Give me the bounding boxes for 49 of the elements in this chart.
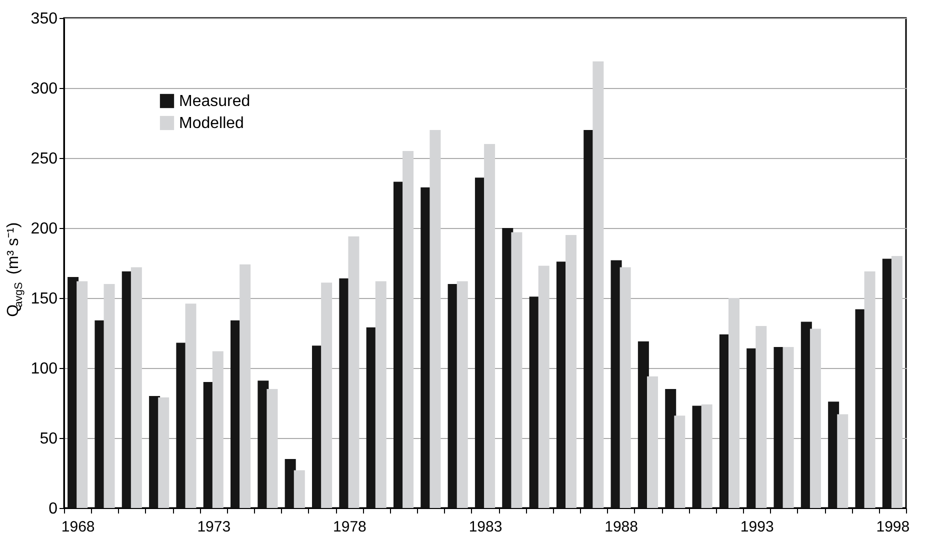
bar — [212, 351, 224, 508]
bar — [76, 281, 88, 508]
bar — [430, 130, 441, 508]
bar — [864, 271, 876, 508]
x-tick-label: 1973 — [197, 518, 231, 536]
legend-label: Modelled — [179, 115, 244, 132]
bar — [456, 281, 468, 508]
y-tick-label: 100 — [30, 360, 58, 378]
bar — [240, 264, 251, 508]
bar — [294, 470, 305, 508]
y-tick-label: 300 — [30, 80, 58, 98]
bar — [674, 416, 686, 508]
bar — [375, 281, 386, 508]
bar — [266, 389, 278, 508]
bar — [566, 235, 577, 508]
x-tick-label: 1978 — [333, 518, 366, 536]
bar — [891, 256, 902, 508]
x-tick-label: 1998 — [876, 518, 910, 536]
bar — [728, 298, 740, 508]
x-tick-label: 1968 — [61, 518, 95, 536]
y-tick-label: 350 — [30, 10, 58, 28]
x-tick-label: 1988 — [604, 518, 638, 536]
bar — [782, 347, 794, 508]
bar — [511, 232, 522, 508]
bar — [837, 414, 848, 508]
x-tick-label: 1993 — [740, 518, 774, 536]
bar — [402, 151, 414, 508]
y-tick-label: 250 — [30, 150, 58, 168]
bar — [592, 61, 604, 508]
x-tick-label: 1983 — [468, 518, 502, 536]
bar — [185, 304, 196, 508]
bar — [348, 236, 360, 508]
bar — [130, 267, 142, 508]
legend-label: Measured — [179, 93, 250, 110]
y-tick-label: 200 — [30, 220, 58, 238]
y-tick-label: 0 — [48, 500, 58, 518]
bar — [321, 282, 332, 508]
bar — [484, 144, 496, 508]
bar — [756, 326, 767, 508]
bar — [620, 267, 631, 508]
bar — [810, 328, 821, 508]
y-axis-title: QavgS (m³ s⁻¹) — [5, 222, 25, 317]
bar — [104, 284, 115, 508]
y-tick-label: 150 — [30, 290, 58, 308]
bar — [646, 376, 658, 508]
bar — [538, 266, 550, 508]
bar — [701, 404, 712, 508]
bar — [158, 397, 170, 508]
y-tick-label: 50 — [40, 430, 58, 448]
